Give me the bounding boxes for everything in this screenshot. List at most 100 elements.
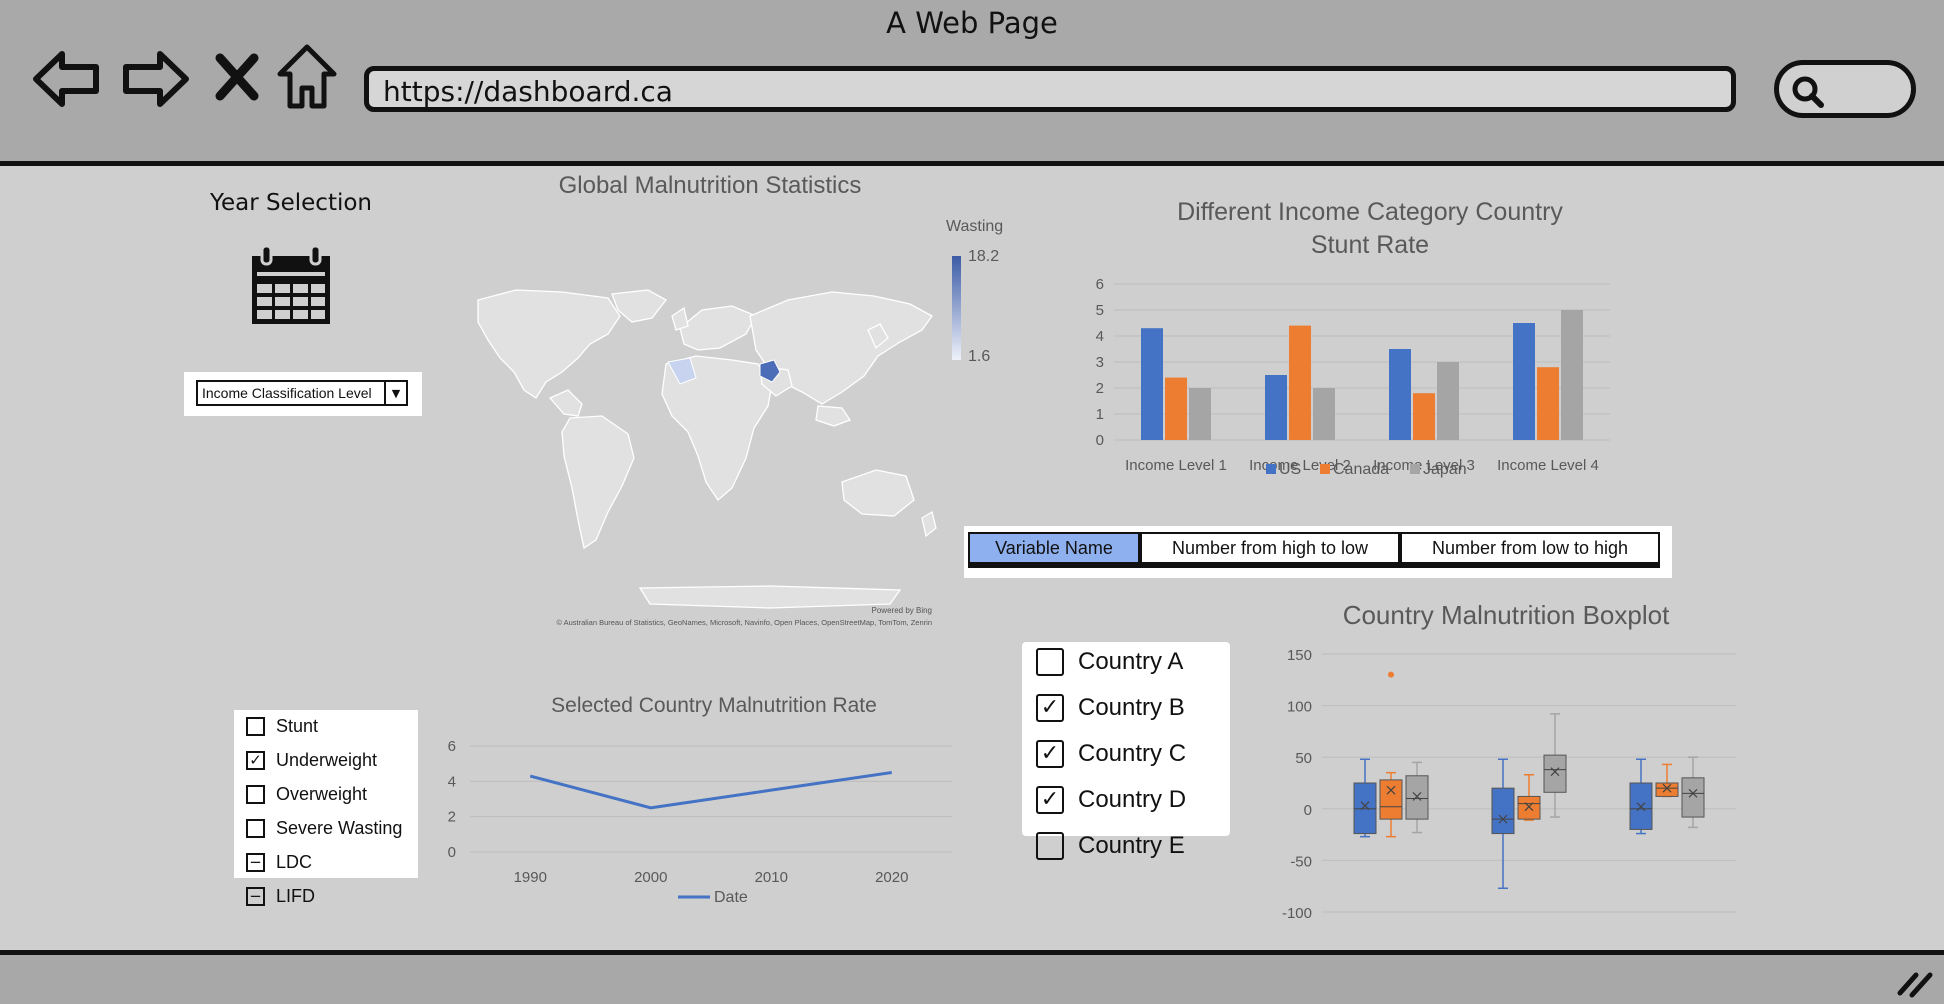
metric-checkbox-row[interactable]: ✓ Underweight: [246, 750, 377, 771]
metric-checkbox-row[interactable]: Stunt: [246, 716, 318, 737]
close-icon[interactable]: [214, 52, 260, 102]
legend-swatch: [1320, 464, 1330, 474]
bar-japan: [1561, 310, 1583, 440]
bar-us: [1141, 328, 1163, 440]
checkbox-unchecked[interactable]: [1036, 832, 1064, 860]
box: [1543, 754, 1567, 793]
checkbox-label: Country A: [1078, 648, 1184, 675]
box: [1681, 777, 1705, 818]
y-tick-label: 6: [448, 738, 456, 755]
mean-marker: [1360, 801, 1370, 811]
mean-marker: [1386, 785, 1396, 795]
series-line: [529, 771, 892, 810]
y-tick-label: 4: [448, 773, 456, 790]
calendar-icon[interactable]: [250, 244, 332, 326]
box: [1655, 782, 1679, 797]
checkbox-unchecked[interactable]: [1036, 648, 1064, 676]
checkbox-checked[interactable]: ✓: [246, 751, 265, 770]
country-checkbox-row[interactable]: ✓ Country C: [1036, 740, 1186, 768]
box: [1379, 779, 1403, 820]
dashboard-content: Year Selection Income Classification Lev…: [0, 166, 1944, 950]
y-tick-label: 0: [448, 844, 456, 861]
country-checkbox-row[interactable]: ✓ Country B: [1036, 694, 1185, 722]
map-legend-min: 1.6: [968, 348, 991, 365]
metric-filter-panel: Stunt ✓ Underweight Overweight Severe Wastin…: [234, 710, 418, 906]
bar-japan: [1437, 362, 1459, 440]
mean-marker: [1498, 814, 1508, 824]
y-tick-label: 1: [1096, 406, 1104, 423]
boxplot-title: Country Malnutrition Boxplot: [1343, 600, 1670, 630]
x-tick-label: 1990: [514, 869, 547, 886]
box: [1405, 775, 1429, 820]
bar-canada: [1537, 367, 1559, 440]
map-attribution: © Australian Bureau of Statistics, GeoNa…: [556, 618, 932, 627]
y-tick-label: 100: [1287, 699, 1312, 716]
country-boxplot-chart: Country Malnutrition Boxplot 150 100 50 0 -50…: [1282, 600, 1736, 922]
checkbox-label: Severe Wasting: [276, 818, 403, 838]
legend-label: Date: [714, 889, 748, 906]
x-tick-label: Income Level 1: [1125, 457, 1227, 474]
outlier-point: [1388, 671, 1394, 678]
y-tick-label: 5: [1096, 302, 1104, 319]
world-map[interactable]: [470, 286, 940, 616]
bar-us: [1265, 375, 1287, 440]
legend-swatch: [1410, 464, 1420, 474]
map-legend-title: Wasting: [946, 218, 1004, 235]
y-tick-label: 2: [448, 809, 456, 826]
y-tick-label: -50: [1290, 853, 1312, 870]
metric-checkbox-row[interactable]: − LIFD: [246, 886, 315, 907]
checkbox-unchecked[interactable]: [246, 785, 265, 804]
metric-checkbox-row[interactable]: Overweight: [246, 784, 367, 805]
checkbox-label: Country C: [1078, 740, 1187, 767]
map-attribution-powered: Powered by Bing: [871, 606, 932, 615]
metric-checkbox-row[interactable]: Severe Wasting: [246, 818, 402, 839]
highlighted-region-dark: [759, 359, 781, 383]
checkbox-checked[interactable]: ✓: [1036, 786, 1064, 814]
bar-japan: [1189, 388, 1211, 440]
mean-marker: [1524, 802, 1534, 812]
country-checkbox-row[interactable]: Country E: [1036, 832, 1185, 860]
checkbox-label: LDC: [276, 852, 313, 872]
bar-us: [1389, 349, 1411, 440]
bar-canada: [1165, 377, 1187, 440]
search-box[interactable]: [1774, 60, 1916, 118]
checkbox-label: Country E: [1078, 832, 1185, 859]
year-selection-label: Year Selection: [210, 190, 372, 216]
sort-tab-3[interactable]: Number from low to high: [1400, 532, 1660, 564]
legend-label: Canada: [1333, 461, 1389, 478]
y-tick-label: 150: [1287, 647, 1312, 664]
checkbox-indeterminate[interactable]: −: [246, 853, 265, 872]
search-icon: [1792, 76, 1824, 108]
bar-us: [1513, 323, 1535, 440]
country-checkbox-row[interactable]: ✓ Country D: [1036, 786, 1186, 814]
resize-grip-icon[interactable]: [1896, 969, 1936, 999]
checkbox-indeterminate[interactable]: −: [246, 887, 265, 906]
checkbox-unchecked[interactable]: [246, 819, 265, 838]
legend-swatch: [1266, 464, 1276, 474]
metric-checkbox-row[interactable]: − LDC: [246, 852, 312, 873]
forward-arrow-icon[interactable]: [120, 44, 190, 114]
map-title: Global Malnutrition Statistics: [558, 172, 862, 199]
checkbox-checked[interactable]: ✓: [1036, 740, 1064, 768]
income-level-dropdown[interactable]: Income Classification Level ▼: [196, 380, 408, 406]
mean-marker: [1550, 767, 1560, 777]
checkbox-label: Overweight: [276, 784, 368, 804]
country-checkbox-row[interactable]: Country A: [1036, 648, 1183, 676]
x-tick-label: Income Level 3: [1373, 457, 1475, 474]
checkbox-checked[interactable]: ✓: [1036, 694, 1064, 722]
income-stunt-bar-chart: Different Income Category Country Stunt R…: [1096, 198, 1610, 478]
legend-label: US: [1279, 461, 1301, 478]
footer-bar: [0, 950, 1944, 1004]
window-title: A Web Page: [886, 6, 1058, 40]
y-tick-label: -100: [1282, 905, 1312, 922]
x-tick-label: 2010: [755, 869, 788, 886]
home-icon[interactable]: [276, 42, 338, 112]
sort-tab-1[interactable]: Variable Name: [968, 532, 1140, 564]
mean-marker: [1688, 788, 1698, 798]
chevron-down-icon[interactable]: ▼: [384, 382, 406, 404]
checkbox-label: Country B: [1078, 694, 1185, 721]
sort-tab-2[interactable]: Number from high to low: [1140, 532, 1400, 564]
checkbox-unchecked[interactable]: [246, 717, 265, 736]
url-bar[interactable]: https://dashboard.ca: [364, 66, 1736, 112]
back-arrow-icon[interactable]: [32, 44, 102, 114]
